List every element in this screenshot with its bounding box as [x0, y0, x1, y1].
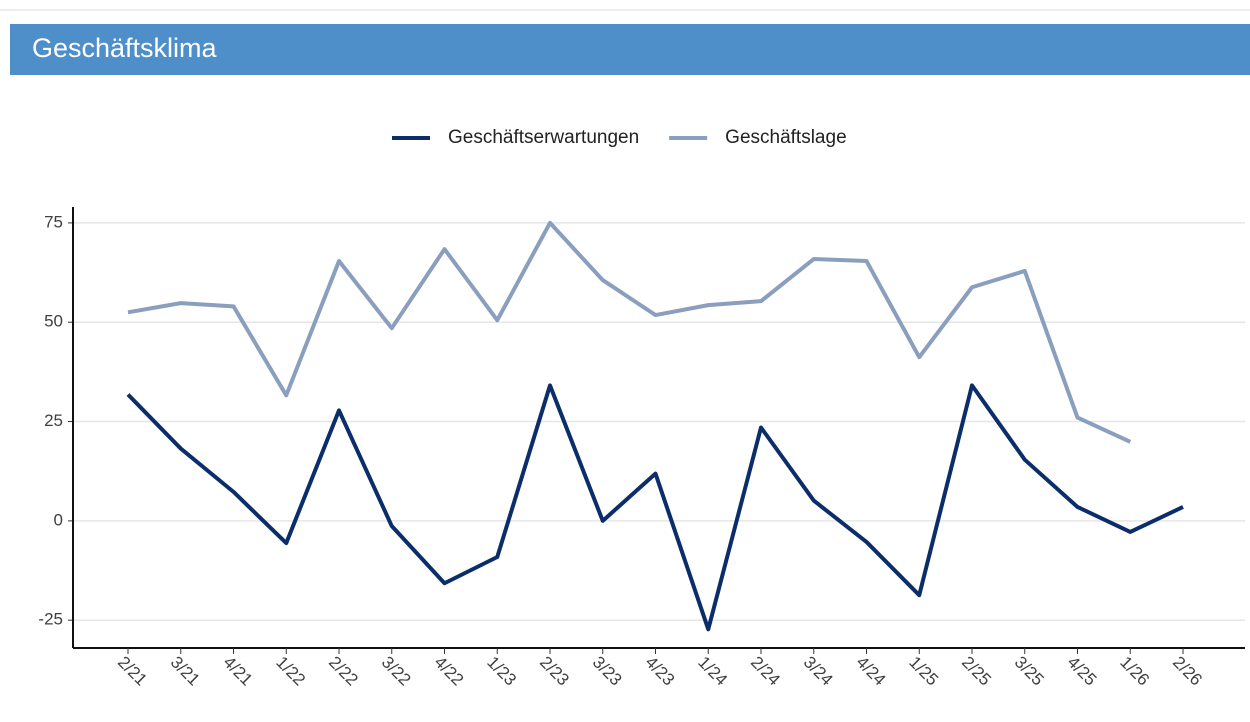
- y-tick-label: 0: [54, 510, 63, 529]
- y-tick-label: 50: [44, 312, 63, 331]
- x-tick-label: 2/23: [536, 653, 573, 690]
- x-tick-label: 4/22: [431, 653, 468, 690]
- x-tick-label: 3/25: [1011, 653, 1048, 690]
- x-tick-label: 3/24: [800, 653, 837, 690]
- x-tick-label: 1/25: [905, 653, 942, 690]
- x-tick-label: 4/24: [853, 653, 890, 690]
- x-tick-label: 2/21: [114, 653, 151, 690]
- panel-header: [10, 24, 1250, 75]
- x-tick-label: 1/26: [1116, 653, 1153, 690]
- x-tick-label: 3/21: [167, 653, 204, 690]
- x-tick-label: 4/21: [220, 653, 257, 690]
- x-tick-label: 2/25: [958, 653, 995, 690]
- x-tick-label: 1/22: [272, 653, 309, 690]
- x-tick-label: 2/24: [747, 653, 784, 690]
- x-tick-label: 3/23: [589, 653, 626, 690]
- x-tick-label: 2/26: [1169, 653, 1206, 690]
- x-tick-label: 4/25: [1064, 653, 1101, 690]
- x-tick-label: 4/23: [642, 653, 679, 690]
- x-tick-label: 2/22: [325, 653, 362, 690]
- series-line: [126, 383, 1184, 632]
- series-line: [127, 220, 1132, 444]
- legend-label: Geschäftserwartungen: [448, 127, 639, 148]
- y-tick-label: -25: [38, 610, 63, 629]
- y-tick-label: 25: [44, 411, 63, 430]
- x-tick-label: 1/24: [694, 653, 731, 690]
- x-tick-label: 1/23: [483, 653, 520, 690]
- chart-title: Geschäftsklima: [32, 33, 218, 63]
- y-tick-label: 75: [44, 212, 63, 231]
- legend-label: Geschäftslage: [725, 127, 846, 148]
- x-tick-label: 3/22: [378, 653, 415, 690]
